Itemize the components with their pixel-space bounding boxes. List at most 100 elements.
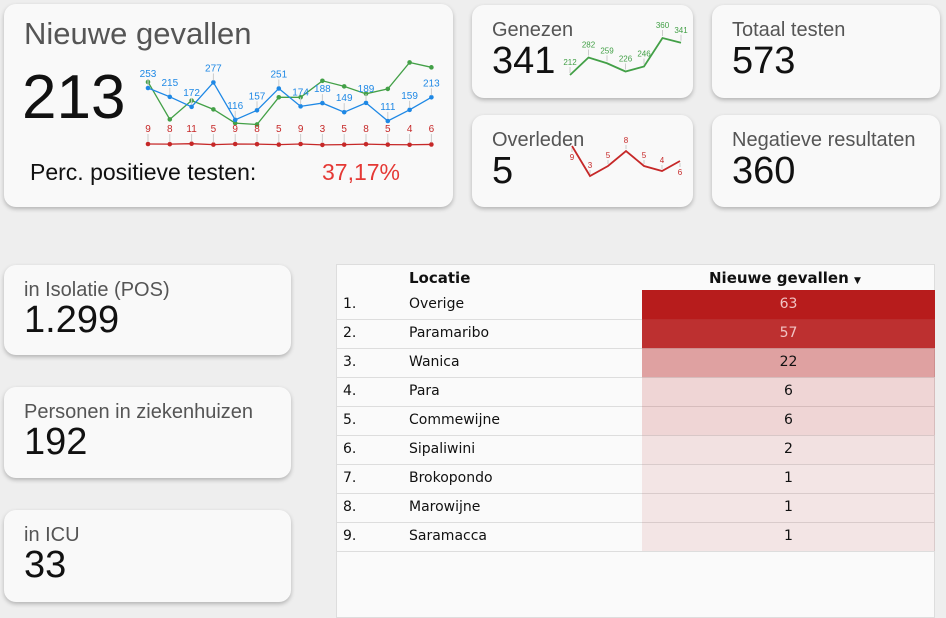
- row-location: Wanica: [409, 354, 460, 370]
- data-label: 6: [678, 168, 683, 177]
- data-point: [429, 65, 434, 70]
- data-point: [320, 142, 325, 148]
- card-nieuwe-gevallen: Nieuwe gevallen 213 Perc. positieve test…: [4, 4, 453, 207]
- table-row[interactable]: 6. Sipaliwini 2: [337, 435, 935, 465]
- col-header-locatie[interactable]: Locatie: [409, 269, 471, 287]
- row-location: Paramaribo: [409, 325, 490, 341]
- col-header-label: Nieuwe gevallen: [709, 269, 849, 287]
- data-point: [320, 78, 325, 84]
- data-label: 215: [161, 78, 178, 89]
- data-label: 5: [385, 124, 391, 135]
- data-point: [232, 117, 238, 123]
- data-point: [298, 94, 303, 100]
- data-label: 174: [292, 87, 309, 98]
- col-header-nieuwe-gevallen[interactable]: Nieuwe gevallen ▼: [709, 269, 861, 287]
- data-label: 6: [429, 124, 435, 135]
- data-label: 3: [588, 161, 593, 170]
- data-label: 212: [563, 58, 577, 67]
- table-row[interactable]: 3. Wanica 22: [337, 348, 935, 378]
- data-point: [167, 117, 173, 122]
- card-icu: in ICU 33: [4, 510, 291, 602]
- card-totaal-testen: Totaal testen 573: [712, 5, 940, 98]
- data-point: [211, 142, 216, 147]
- data-point: [211, 107, 216, 112]
- row-value: 22: [642, 348, 935, 377]
- sort-desc-icon[interactable]: ▼: [853, 276, 861, 286]
- data-label: 259: [600, 46, 614, 55]
- data-point: [276, 142, 282, 147]
- data-point: [429, 94, 434, 100]
- card-value: 573: [732, 40, 796, 82]
- table-row[interactable]: 9. Saramacca 1: [337, 522, 935, 552]
- data-point: [407, 142, 412, 148]
- card-negatieve-resultaten: Negatieve resultaten 360: [712, 115, 940, 207]
- data-label: 159: [401, 91, 418, 102]
- data-point: [363, 141, 369, 147]
- row-rank: 7.: [343, 470, 357, 486]
- data-label: 3: [320, 124, 326, 135]
- data-point: [276, 94, 282, 100]
- data-label: 277: [205, 63, 222, 74]
- table-row[interactable]: 2. Paramaribo 57: [337, 319, 935, 349]
- card-value: 1.299: [24, 299, 120, 341]
- data-point: [298, 104, 303, 109]
- row-rank: 5.: [343, 412, 357, 428]
- data-label: 8: [624, 136, 629, 145]
- row-rank: 9.: [343, 528, 357, 544]
- series-line: [569, 36, 682, 76]
- data-point: [341, 84, 347, 89]
- table-row[interactable]: 7. Brokopondo 1: [337, 464, 935, 494]
- card-value: 213: [22, 63, 126, 132]
- data-label: 226: [619, 55, 633, 64]
- data-label: 5: [606, 151, 611, 160]
- table-row[interactable]: 4. Para 6: [337, 377, 935, 407]
- card-overleden: Overleden 5: [472, 115, 693, 207]
- data-point: [385, 86, 391, 92]
- data-point: [145, 85, 151, 91]
- data-point: [385, 118, 391, 124]
- card-title: Totaal testen: [732, 19, 846, 41]
- perc-value: 37,17%: [322, 159, 401, 185]
- card-value: 33: [24, 544, 67, 586]
- data-label: 8: [254, 124, 260, 135]
- data-label: 253: [140, 69, 157, 80]
- card-title: Negatieve resultaten: [732, 129, 916, 151]
- table-row[interactable]: 5. Commewijne 6: [337, 406, 935, 436]
- data-point: [341, 109, 347, 115]
- data-label: 189: [358, 84, 375, 95]
- data-label: 213: [423, 78, 440, 89]
- table-row[interactable]: 1. Overige 63: [337, 290, 935, 320]
- data-label: 5: [211, 124, 217, 135]
- card-title: in ICU: [24, 524, 80, 546]
- card-ziekenhuizen: Personen in ziekenhuizen 192: [4, 387, 291, 478]
- row-rank: 2.: [343, 325, 357, 341]
- row-value: 1: [642, 464, 935, 493]
- data-label: 360: [656, 21, 670, 30]
- data-label: 9: [570, 153, 575, 162]
- row-location: Para: [409, 383, 440, 399]
- data-label: 11: [186, 124, 197, 135]
- card-title: Nieuwe gevallen: [24, 16, 252, 51]
- data-point: [341, 142, 347, 147]
- data-label: 5: [642, 151, 647, 160]
- data-point: [189, 141, 194, 146]
- card-title: Personen in ziekenhuizen: [24, 401, 254, 423]
- data-point: [145, 141, 151, 147]
- data-point: [254, 108, 260, 113]
- row-location: Overige: [409, 296, 465, 312]
- data-label: 9: [298, 124, 304, 135]
- row-location: Saramacca: [409, 528, 487, 544]
- row-location: Marowijne: [409, 499, 481, 515]
- table-row[interactable]: 8. Marowijne 1: [337, 493, 935, 523]
- data-point: [232, 120, 238, 126]
- row-location: Commewijne: [409, 412, 500, 428]
- data-label: 4: [660, 156, 665, 165]
- card-genezen: Genezen 341: [472, 5, 693, 98]
- row-value: 57: [642, 319, 935, 348]
- data-label: 188: [314, 84, 331, 95]
- data-label: 5: [276, 124, 282, 135]
- data-label: 341: [674, 26, 688, 35]
- data-point: [232, 141, 238, 147]
- card-value: 192: [24, 421, 88, 463]
